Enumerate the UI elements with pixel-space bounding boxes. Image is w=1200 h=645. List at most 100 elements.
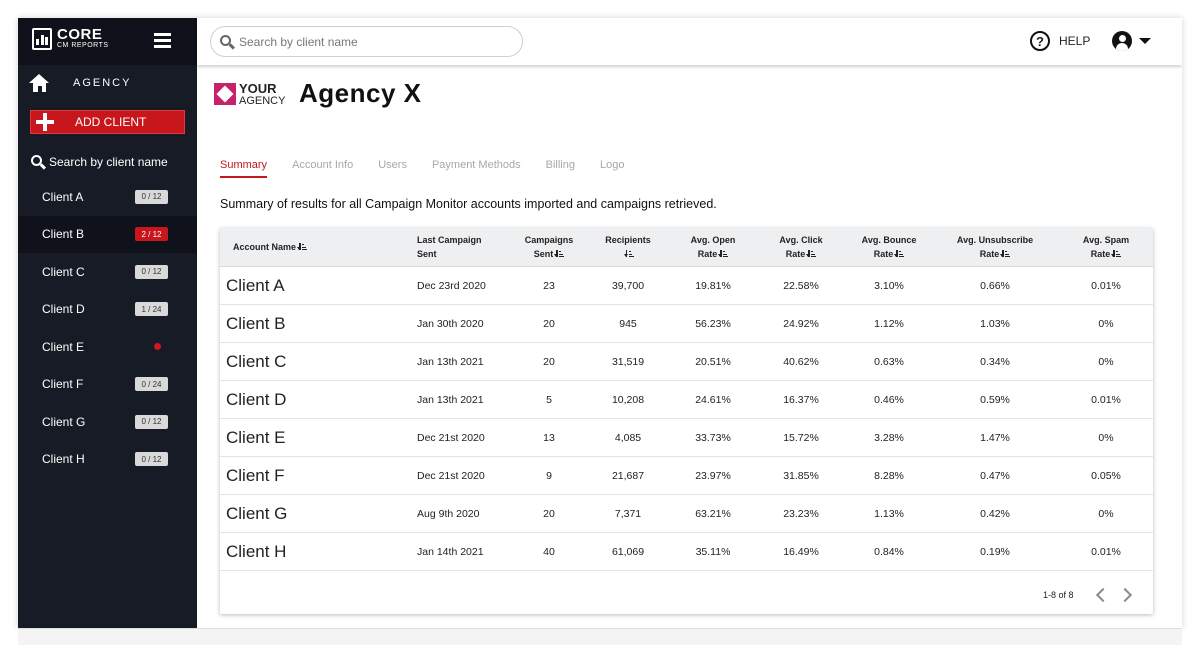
sidebar-item-client-g[interactable]: Client G 0 / 12 <box>18 403 197 441</box>
table-cell-avg-open-rate: 24.61% <box>695 394 731 406</box>
column-header-avg-open-rate[interactable]: Avg. Open Rate <box>690 235 736 259</box>
sidebar-item-client-d[interactable]: Client D 1 / 24 <box>18 291 197 329</box>
tab-billing[interactable]: Billing <box>545 159 575 171</box>
chevron-left-icon[interactable] <box>1093 587 1109 603</box>
app-logo[interactable]: CORE CM REPORTS <box>32 27 109 50</box>
sort-icon <box>806 250 817 258</box>
table-body: Client A Dec 23rd 2020 23 39,700 19.81% 22.58… <box>220 267 1153 571</box>
agency-logo-line2: AGENCY <box>239 94 286 107</box>
sort-icon <box>624 250 634 258</box>
campaign-badge: 0 / 12 <box>135 264 168 279</box>
sidebar-search[interactable]: Search by client name <box>18 152 197 172</box>
sidebar-item-client-c[interactable]: Client C 0 / 12 <box>18 253 197 291</box>
campaign-badge: 0 / 12 <box>135 189 168 204</box>
table-cell-avg-open-rate: 19.81% <box>695 280 731 292</box>
sidebar-item-client-h[interactable]: Client H 0 / 12 <box>18 441 197 479</box>
sidebar-item-client-b[interactable]: Client B 2 / 12 <box>18 215 197 253</box>
table-cell-recipients: 4,085 <box>614 432 642 444</box>
campaign-badge: 0 / 12 <box>135 452 168 467</box>
table-cell-campaigns-sent: 9 <box>546 470 552 482</box>
table-header: Account Name Last Campaign Sent Campaigns Se… <box>220 228 1153 267</box>
hamburger-icon[interactable] <box>154 33 171 48</box>
table-cell-avg-spam-rate: 0% <box>1098 356 1114 368</box>
table-cell-avg-spam-rate: 0.01% <box>1091 280 1121 292</box>
logo-subtitle: CM REPORTS <box>57 42 109 49</box>
table-cell-recipients: 39,700 <box>611 280 645 292</box>
table-cell-account-name: Client H <box>226 542 287 561</box>
table-cell-campaigns-sent: 40 <box>543 546 555 558</box>
tab-bar: Summary Account Info Users Payment Metho… <box>220 159 649 178</box>
table-cell-avg-click-rate: 24.92% <box>783 318 819 330</box>
table-cell-account-name: Client B <box>226 314 286 333</box>
column-header-avg-bounce-rate[interactable]: Avg. Bounce Rate <box>861 235 917 259</box>
sidebar: CORE CM REPORTS AGENCY ADD CLIENT Search… <box>18 18 197 628</box>
agency-logo-line1: YOUR <box>239 80 277 96</box>
sidebar-item-client-a[interactable]: Client A 0 / 12 <box>18 178 197 216</box>
table-row[interactable]: Client H Jan 14th 2021 40 61,069 35.11% 16.49… <box>220 533 1153 571</box>
column-header-avg-click-rate[interactable]: Avg. Click Rate <box>779 235 823 259</box>
client-name: Client F <box>42 377 84 392</box>
table-cell-avg-unsubscribe-rate: 0.42% <box>980 508 1010 520</box>
table-cell-avg-open-rate: 35.11% <box>695 546 731 558</box>
tab-account-info[interactable]: Account Info <box>292 159 354 171</box>
table-row[interactable]: Client B Jan 30th 2020 20 945 56.23% 24.92% 1.… <box>220 305 1153 343</box>
table-cell-campaigns-sent: 20 <box>543 356 555 368</box>
tab-logo[interactable]: Logo <box>599 159 625 171</box>
sidebar-item-client-f[interactable]: Client F 0 / 24 <box>18 366 197 404</box>
chevron-right-icon[interactable] <box>1119 587 1135 603</box>
column-header-campaigns-sent[interactable]: Campaigns Sent <box>524 235 574 259</box>
client-name: Client G <box>42 414 86 429</box>
client-name: Client D <box>42 302 85 317</box>
search-input[interactable] <box>239 34 509 49</box>
tab-users[interactable]: Users <box>378 159 407 171</box>
tab-summary[interactable]: Summary <box>220 159 268 178</box>
table-cell-campaigns-sent: 23 <box>543 280 555 292</box>
column-header-recipients[interactable]: Recipients <box>578 233 678 261</box>
table-footer: 1-8 of 8 <box>220 576 1153 614</box>
help-button[interactable]: ? HELP <box>1030 31 1090 51</box>
app-window: CORE CM REPORTS AGENCY ADD CLIENT Search… <box>18 18 1182 628</box>
help-label: HELP <box>1059 34 1091 48</box>
table-cell-account-name: Client G <box>226 504 288 523</box>
sort-icon <box>1111 250 1122 258</box>
table-cell-avg-open-rate: 33.73% <box>695 432 731 444</box>
client-list: Client A 0 / 12 Client B 2 / 12 Client C… <box>18 178 197 478</box>
table-cell-recipients: 61,069 <box>611 546 645 558</box>
user-menu-button[interactable] <box>1112 31 1151 51</box>
table-row[interactable]: Client G Aug 9th 2020 20 7,371 63.21% 23.23% 1… <box>220 495 1153 533</box>
client-name: Client C <box>42 264 85 279</box>
column-header-account-name[interactable]: Account Name <box>233 240 308 254</box>
column-header-avg-spam-rate[interactable]: Avg. Spam Rate <box>1082 235 1130 259</box>
table-cell-avg-click-rate: 16.49% <box>783 546 819 558</box>
campaign-badge: 0 / 24 <box>135 377 168 392</box>
table-cell-avg-unsubscribe-rate: 0.59% <box>980 394 1010 406</box>
tab-payment-methods[interactable]: Payment Methods <box>431 159 521 171</box>
table-row[interactable]: Client A Dec 23rd 2020 23 39,700 19.81% 22.58… <box>220 267 1153 305</box>
sidebar-item-client-e[interactable]: Client E <box>18 328 197 366</box>
table-row[interactable]: Client E Dec 21st 2020 13 4,085 33.73% 15.72%… <box>220 419 1153 457</box>
sort-icon <box>894 250 905 258</box>
campaign-badge: 0 / 12 <box>135 414 168 429</box>
summary-table: Account Name Last Campaign Sent Campaigns Se… <box>220 228 1153 614</box>
column-header-avg-unsubscribe-rate[interactable]: Avg. Unsubscribe Rate <box>956 235 1034 259</box>
client-name: Client E <box>42 339 85 354</box>
table-cell-avg-click-rate: 31.85% <box>783 470 819 482</box>
table-cell-account-name: Client C <box>226 352 287 371</box>
main-content: YOUR AGENCY Agency X Summary Account Inf… <box>197 65 1182 628</box>
agency-logo-mark <box>214 82 236 105</box>
page-title: Agency X <box>299 78 422 108</box>
caret-down-icon <box>1139 38 1151 44</box>
table-cell-recipients: 945 <box>619 318 637 330</box>
table-row[interactable]: Client D Jan 13th 2021 5 10,208 24.61% 16.37%… <box>220 381 1153 419</box>
table-cell-avg-bounce-rate: 8.28% <box>874 470 904 482</box>
top-bar: ? HELP <box>197 18 1182 65</box>
sidebar-agency-link[interactable]: AGENCY <box>18 65 197 101</box>
add-client-button[interactable]: ADD CLIENT <box>30 110 185 134</box>
table-cell-campaigns-sent: 20 <box>543 508 555 520</box>
table-cell-avg-unsubscribe-rate: 0.34% <box>980 356 1010 368</box>
table-row[interactable]: Client F Dec 21st 2020 9 21,687 23.97% 31.85%… <box>220 457 1153 495</box>
table-row[interactable]: Client C Jan 13th 2021 20 31,519 20.51% 40.62… <box>220 343 1153 381</box>
column-header-last-campaign-sent[interactable]: Last Campaign Sent <box>417 235 482 259</box>
table-cell-account-name: Client D <box>226 390 287 409</box>
table-cell-recipients: 7,371 <box>614 508 642 520</box>
